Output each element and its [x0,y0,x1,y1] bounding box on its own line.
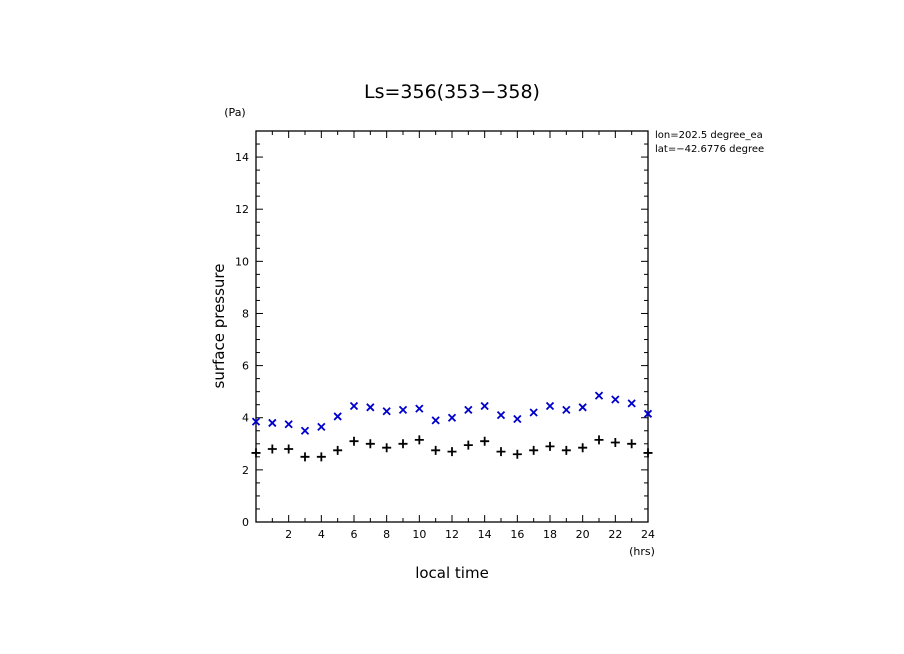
data-point-x-marker [251,417,261,426]
annotation-lon: lon=202.5 degree_ea [655,130,763,141]
data-point-x-marker [300,426,310,435]
data-point-x-marker [643,409,653,418]
chart-title: Ls=356(353−358) [364,81,540,103]
y-tick-label: 2 [242,464,249,477]
data-point-plus-marker [284,444,294,454]
x-tick-label: 22 [608,528,622,541]
data-point-x-marker [611,395,620,404]
data-point-x-marker [398,405,408,415]
data-point-plus-marker [365,439,375,449]
x-tick-label: 8 [383,528,390,541]
data-point-plus-marker [578,443,588,453]
annotation-lat: lat=−42.6776 degree [655,144,764,155]
y-tick-label: 12 [235,203,249,216]
x-tick-label: 14 [478,528,492,541]
data-point-plus-marker [251,448,261,458]
y-tick-label: 6 [242,360,249,373]
data-point-plus-marker [267,444,277,454]
data-point-plus-marker [414,435,424,445]
x-tick-label: 6 [351,528,358,541]
data-point-plus-marker [463,440,473,450]
data-point-plus-marker [643,448,653,458]
data-point-x-marker [594,391,604,400]
x-tick-label: 10 [412,528,426,541]
data-point-x-marker [562,405,571,415]
data-point-plus-marker [627,439,637,449]
data-point-plus-marker [561,445,571,455]
y-tick-label: 0 [242,516,249,529]
data-point-x-marker [415,404,424,413]
data-point-plus-marker [529,445,539,455]
data-point-x-marker [268,418,277,428]
data-point-plus-marker [480,436,490,446]
data-point-x-marker [529,408,538,417]
data-point-x-marker [366,403,375,412]
y-tick-label: 8 [242,307,249,320]
x-unit-label: (hrs) [629,545,655,558]
data-point-plus-marker [610,437,620,447]
data-point-plus-marker [431,445,441,455]
data-point-plus-marker [545,441,555,451]
data-point-x-marker [317,422,326,431]
data-point-x-marker [627,399,636,408]
data-point-x-marker [333,412,342,421]
x-axis-label: local time [415,564,489,582]
data-point-x-marker [382,407,391,416]
data-point-x-marker [431,416,440,425]
x-tick-label: 16 [510,528,524,541]
y-tick-label: 10 [235,255,249,268]
data-point-x-marker [447,413,457,422]
data-point-plus-marker [496,447,506,457]
x-tick-label: 18 [543,528,557,541]
data-point-plus-marker [349,436,359,446]
x-tick-label: 24 [641,528,655,541]
data-point-plus-marker [316,452,326,462]
x-tick-label: 2 [285,528,292,541]
x-tick-label: 12 [445,528,459,541]
data-point-x-marker [284,420,293,429]
data-point-plus-marker [333,445,343,455]
data-point-plus-marker [512,449,522,459]
data-point-plus-marker [398,439,408,449]
data-point-x-marker [464,405,473,415]
data-point-x-marker [480,401,489,411]
x-tick-label: 4 [318,528,325,541]
data-point-x-marker [496,410,506,420]
data-point-plus-marker [382,443,392,453]
data-point-x-marker [578,403,587,412]
y-axis-label: surface pressure [210,264,228,389]
x-tick-label: 20 [576,528,590,541]
data-point-plus-marker [300,452,310,462]
data-point-x-marker [545,401,555,411]
data-point-x-marker [513,414,522,424]
data-point-plus-marker [447,447,457,457]
data-point-x-marker [349,401,359,411]
y-tick-label: 14 [235,151,249,164]
y-tick-label: 4 [242,412,249,425]
y-unit-label: (Pa) [224,106,245,119]
data-point-plus-marker [594,435,604,445]
plot-frame [255,130,649,523]
